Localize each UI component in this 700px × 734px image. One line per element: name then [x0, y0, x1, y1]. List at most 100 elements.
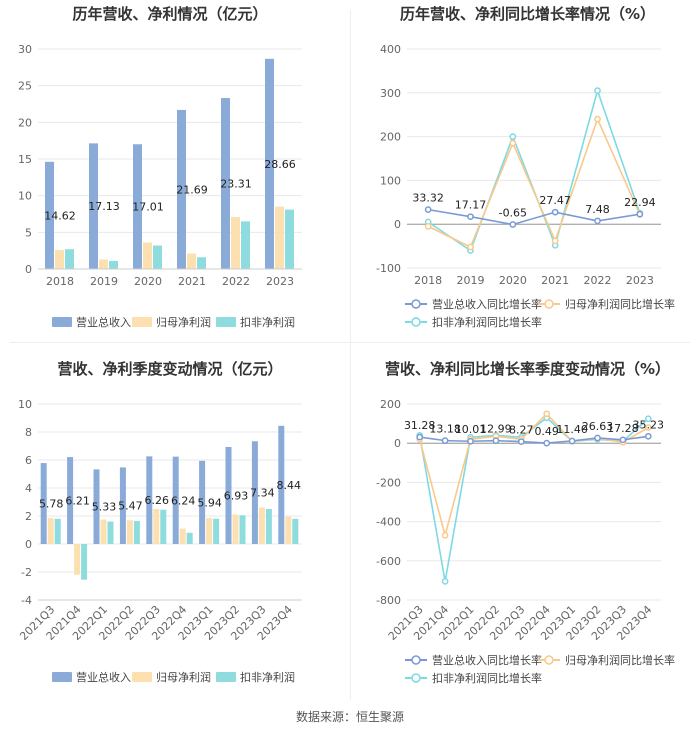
x-tick-label: 2023 [626, 274, 654, 287]
x-tick-label: 2022 [222, 275, 250, 288]
data-label: 28.66 [264, 158, 296, 171]
data-point [441, 437, 449, 444]
bar-revenue [89, 143, 98, 269]
bar-net-profit [126, 520, 133, 544]
bar-revenue [265, 58, 274, 270]
annual-growth-rate-chart: -100 0 100 200 300 400 33.32 2018 17.17 2019 -0.65… [376, 43, 675, 329]
y-tick-label: -400 [376, 516, 401, 529]
data-point [517, 438, 525, 445]
y-tick-label: 2 [25, 510, 32, 523]
data-label: 17.17 [455, 199, 487, 212]
y-tick-label: -4 [21, 594, 32, 607]
legend-marker [411, 317, 421, 327]
data-label: 14.62 [44, 209, 76, 222]
data-point [467, 213, 474, 221]
data-point [543, 439, 551, 447]
horizontal-divider [10, 342, 690, 343]
y-tick-label: 400 [380, 43, 401, 56]
legend-label: 营业总收入同比增长率 [432, 653, 542, 667]
chart4-title: 营收、净利同比增长率季度变动情况（%） [384, 360, 671, 378]
legend-label: 扣非净利润 [240, 315, 295, 329]
data-label: 13.18 [429, 423, 461, 436]
x-tick-label: 2021 [541, 274, 569, 287]
bar-deducted-profit [133, 520, 140, 544]
bar-deducted-profit [197, 257, 206, 269]
data-label: 33.32 [412, 192, 444, 205]
data-point [594, 217, 601, 225]
y-tick-label: 10 [18, 398, 32, 411]
bar-revenue [146, 456, 153, 544]
data-point [509, 133, 517, 140]
bar-deducted-profit [239, 515, 246, 544]
data-point [644, 432, 652, 440]
bar-net-profit [187, 253, 196, 269]
legend-label: 归母净利润 [156, 670, 211, 684]
data-point [509, 139, 517, 147]
series-line [428, 208, 640, 226]
x-tick-label: 2021 [178, 275, 206, 288]
data-label: 5.33 [92, 501, 117, 514]
y-tick-label: -600 [376, 555, 401, 568]
y-tick-label: 300 [380, 87, 401, 100]
data-point [441, 578, 449, 585]
data-label: 7.48 [585, 203, 610, 216]
y-tick-label: 8 [25, 426, 32, 439]
bar-net-profit [232, 514, 239, 544]
y-tick-label: -100 [376, 262, 401, 275]
legend-label: 营业总收入 [76, 315, 131, 329]
legend-swatch [132, 317, 152, 327]
data-label: 7.34 [250, 487, 275, 500]
bar-revenue [251, 441, 258, 544]
y-tick-label: -800 [376, 594, 401, 607]
y-tick-label: 30 [18, 43, 32, 56]
y-tick-label: 5 [25, 226, 32, 239]
y-tick-label: 20 [18, 116, 32, 129]
bar-deducted-profit [241, 221, 250, 269]
annual-revenue-profit-chart: 0 5 10 15 20 25 30 14.62 2018 17.13 2019 17.01 2020 2… [18, 43, 302, 329]
bar-deducted-profit [109, 260, 118, 269]
data-label: 5.47 [118, 500, 143, 513]
y-tick-label: 0 [25, 538, 32, 551]
quarterly-revenue-profit-chart: -4-202468105.782021Q36.212021Q45.332022Q… [17, 398, 302, 684]
data-label: 10.01 [455, 423, 487, 436]
bar-deducted-profit [81, 544, 88, 580]
bar-net-profit [100, 519, 107, 544]
legend-swatch [216, 317, 236, 327]
data-point [568, 437, 576, 445]
legend-label: 归母净利润同比增长率 [565, 297, 675, 311]
bar-net-profit [153, 509, 160, 544]
x-tick-label: 2018 [46, 275, 74, 288]
bar-revenue [225, 446, 232, 544]
bar-net-profit [143, 242, 152, 269]
data-point [594, 115, 601, 123]
x-tick-label: 2019 [90, 275, 118, 288]
data-point [551, 208, 559, 216]
y-tick-label: 200 [380, 131, 401, 144]
bar-revenue [133, 144, 142, 269]
bar-revenue [93, 469, 100, 544]
legend-marker [411, 299, 421, 309]
y-tick-label: 100 [380, 174, 401, 187]
legend-label: 归母净利润 [156, 315, 211, 329]
y-tick-label: 0 [25, 263, 32, 276]
bar-net-profit [179, 528, 186, 544]
data-label: 11.40 [556, 423, 588, 436]
data-label: 6.24 [171, 494, 196, 507]
data-point [509, 221, 517, 228]
legend-swatch [216, 672, 236, 682]
data-point [467, 437, 474, 445]
bar-deducted-profit [65, 249, 74, 269]
data-point [441, 531, 449, 539]
data-label: 35.23 [633, 418, 665, 431]
bar-net-profit [99, 259, 108, 269]
bar-deducted-profit [285, 209, 294, 269]
data-label: 26.63 [582, 420, 614, 433]
legend-marker [544, 655, 554, 665]
y-tick-label: -2 [21, 566, 32, 579]
data-label: 6.26 [145, 494, 170, 507]
quarterly-growth-rate-chart: -800-600-400-200020031.282021Q313.182021… [376, 398, 675, 685]
data-point [644, 415, 652, 423]
legend-label: 扣非净利润 [240, 670, 295, 684]
bar-net-profit [285, 516, 292, 544]
bar-net-profit [258, 507, 265, 544]
